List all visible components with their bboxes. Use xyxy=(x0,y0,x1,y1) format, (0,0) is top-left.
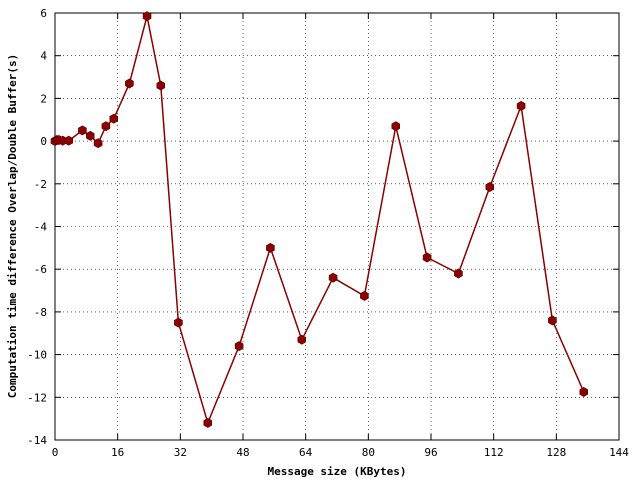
data-point xyxy=(78,125,87,136)
y-tick-label: -2 xyxy=(34,178,47,191)
data-point xyxy=(101,121,111,132)
y-tick-label: -6 xyxy=(34,263,47,276)
x-tick-label: 0 xyxy=(52,446,59,459)
data-point xyxy=(86,130,95,141)
data-point xyxy=(548,315,557,326)
y-tick-label: 6 xyxy=(40,7,47,20)
data-point xyxy=(234,341,244,352)
data-point xyxy=(422,252,432,263)
data-point xyxy=(125,78,134,89)
data-point xyxy=(174,317,183,328)
y-tick-label: -14 xyxy=(27,434,47,447)
x-tick-label: 96 xyxy=(424,446,437,459)
x-tick-label: 80 xyxy=(362,446,375,459)
y-tick-label: 2 xyxy=(40,92,47,105)
data-point xyxy=(203,417,212,428)
data-point xyxy=(297,334,307,345)
axis-ticks xyxy=(54,12,620,441)
x-tick-label: 128 xyxy=(546,446,566,459)
y-tick-label: -4 xyxy=(34,221,48,234)
x-tick-label: 64 xyxy=(299,446,313,459)
x-tick-label: 16 xyxy=(111,446,124,459)
data-point xyxy=(64,135,73,146)
data-point xyxy=(485,182,495,192)
data-point xyxy=(156,80,165,91)
y-tick-label: 4 xyxy=(40,50,47,63)
data-point xyxy=(328,272,338,283)
x-tick-label: 32 xyxy=(174,446,187,459)
data-point xyxy=(142,11,152,22)
x-axis-label: Message size (KBytes) xyxy=(267,465,406,478)
data-point xyxy=(109,113,118,124)
data-point xyxy=(391,121,401,132)
series-group xyxy=(50,11,589,428)
grid-lines xyxy=(55,13,619,440)
y-tick-labels: -14 -12 -10 -8 -6 -4 -2 0 2 4 6 xyxy=(27,7,47,447)
y-axis-label: Computation time difference Overlap/Doub… xyxy=(6,54,19,398)
data-point xyxy=(266,242,275,253)
x-tick-label: 144 xyxy=(609,446,629,459)
x-tick-label: 112 xyxy=(484,446,504,459)
data-point xyxy=(454,268,463,279)
data-point xyxy=(93,138,103,149)
y-tick-label: -10 xyxy=(27,349,47,362)
data-point xyxy=(360,290,369,301)
y-tick-label: 0 xyxy=(40,135,47,148)
y-tick-label: -8 xyxy=(34,306,47,319)
x-tick-labels: 0 16 32 48 64 80 96 112 128 144 xyxy=(52,446,630,459)
data-point xyxy=(579,387,589,397)
x-tick-label: 48 xyxy=(236,446,249,459)
y-tick-label: -12 xyxy=(27,391,47,404)
data-point xyxy=(516,100,526,111)
series-line xyxy=(54,16,585,426)
